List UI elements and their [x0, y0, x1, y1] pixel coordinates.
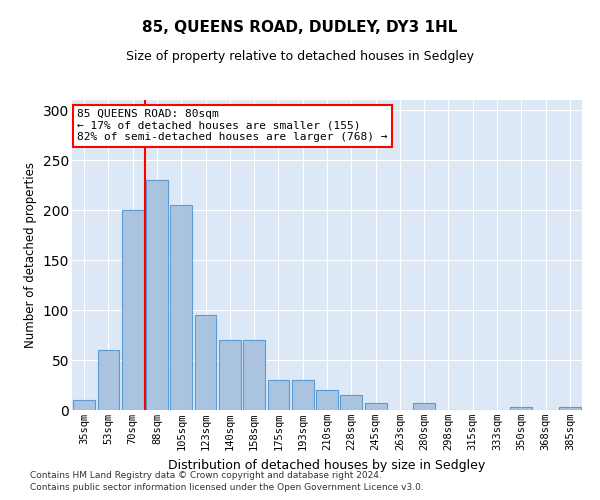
Bar [97, 350, 119, 410]
X-axis label: Distribution of detached houses by size in Sedgley: Distribution of detached houses by size … [169, 458, 485, 471]
Bar [146, 180, 168, 410]
Bar [365, 403, 386, 410]
Bar [413, 403, 435, 410]
Text: 85, QUEENS ROAD, DUDLEY, DY3 1HL: 85, QUEENS ROAD, DUDLEY, DY3 1HL [142, 20, 458, 35]
Text: Contains HM Land Registry data © Crown copyright and database right 2024.: Contains HM Land Registry data © Crown c… [30, 470, 382, 480]
Bar [170, 205, 192, 410]
Bar [340, 395, 362, 410]
Bar [194, 315, 217, 410]
Text: 85 QUEENS ROAD: 80sqm
← 17% of detached houses are smaller (155)
82% of semi-det: 85 QUEENS ROAD: 80sqm ← 17% of detached … [77, 110, 388, 142]
Bar [511, 407, 532, 410]
Bar [559, 407, 581, 410]
Bar [292, 380, 314, 410]
Y-axis label: Number of detached properties: Number of detached properties [24, 162, 37, 348]
Bar [268, 380, 289, 410]
Text: Contains public sector information licensed under the Open Government Licence v3: Contains public sector information licen… [30, 483, 424, 492]
Bar [219, 340, 241, 410]
Bar [316, 390, 338, 410]
Bar [73, 400, 95, 410]
Text: Size of property relative to detached houses in Sedgley: Size of property relative to detached ho… [126, 50, 474, 63]
Bar [243, 340, 265, 410]
Bar [122, 210, 143, 410]
